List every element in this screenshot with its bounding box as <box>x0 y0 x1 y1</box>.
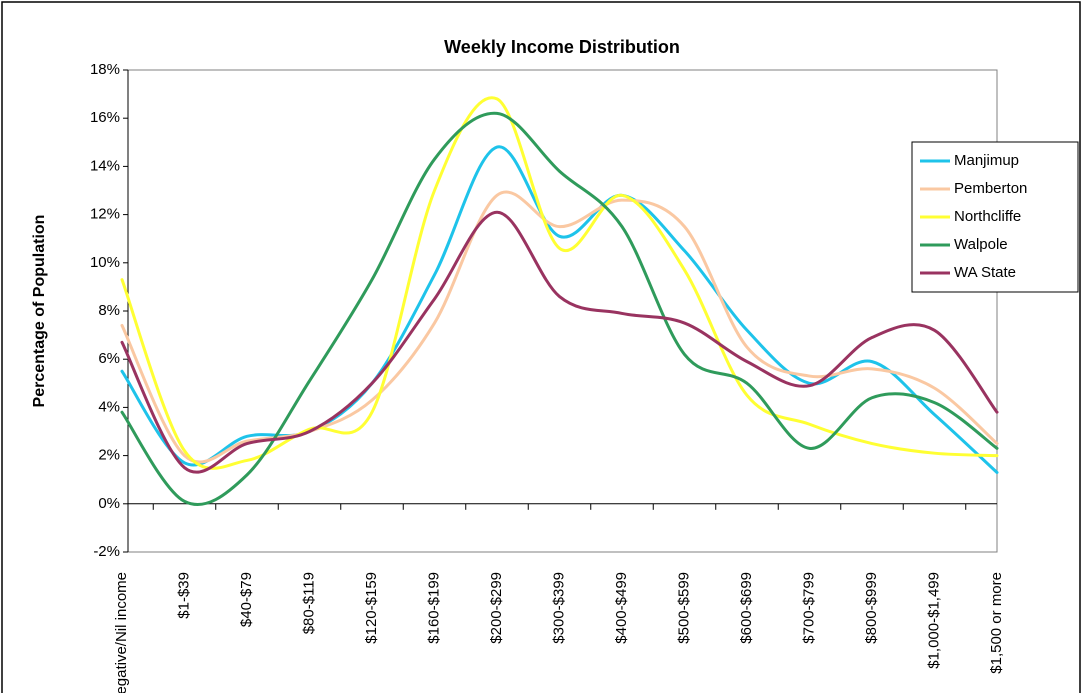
plot-area <box>127 69 998 553</box>
y-tick-label: 8% <box>98 302 120 319</box>
y-tick-label: 10% <box>90 254 120 271</box>
x-tick-label: $500-$599 <box>675 572 692 644</box>
series-line <box>120 190 999 464</box>
x-tick-label: $400-$499 <box>613 572 630 644</box>
legend-label: Walpole <box>954 236 1008 253</box>
y-tick-label: 4% <box>98 398 120 415</box>
legend-label: Northcliffe <box>954 208 1021 225</box>
legend-label: Pemberton <box>954 180 1027 197</box>
x-tick-label: $40-$79 <box>238 572 255 627</box>
y-tick-label: 0% <box>98 495 120 512</box>
legend: Manjimup Pemberton Northcliffe Walpole WA St… <box>911 141 1079 293</box>
x-tick-label: $1,500 or more <box>988 572 1005 674</box>
x-tick-label: $300-$399 <box>550 572 567 644</box>
y-tick-label: -2% <box>93 543 120 560</box>
x-tick-label: $700-$799 <box>800 572 817 644</box>
x-tick-label: $160-$199 <box>425 572 442 644</box>
x-tick-label: $200-$299 <box>488 572 505 644</box>
x-tick-label: $80-$119 <box>300 572 317 634</box>
legend-label: Manjimup <box>954 152 1019 169</box>
series-line <box>120 210 999 474</box>
y-tick-label: 14% <box>90 157 120 174</box>
x-tick-label: $800-$999 <box>863 572 880 644</box>
y-tick-label: 16% <box>90 109 120 126</box>
x-tick-label: $600-$699 <box>738 572 755 644</box>
y-tick-label: 6% <box>98 350 120 367</box>
chart-title: Weekly Income Distribution <box>444 37 680 57</box>
legend-label: WA State <box>954 264 1016 281</box>
series-line <box>120 96 999 470</box>
x-tick-label: $1-$39 <box>175 572 192 619</box>
x-tick-label: $120-$159 <box>363 572 380 644</box>
x-tick-label: Negative/Nil income <box>113 572 130 693</box>
y-tick-label: 12% <box>90 206 120 223</box>
series-line <box>120 145 999 474</box>
y-axis-label: Percentage of Population <box>31 215 48 408</box>
y-tick-label: 2% <box>98 447 120 464</box>
x-tick-label: $1,000-$1,499 <box>925 572 942 669</box>
y-tick-label: 18% <box>90 61 120 78</box>
series-line <box>120 111 999 507</box>
